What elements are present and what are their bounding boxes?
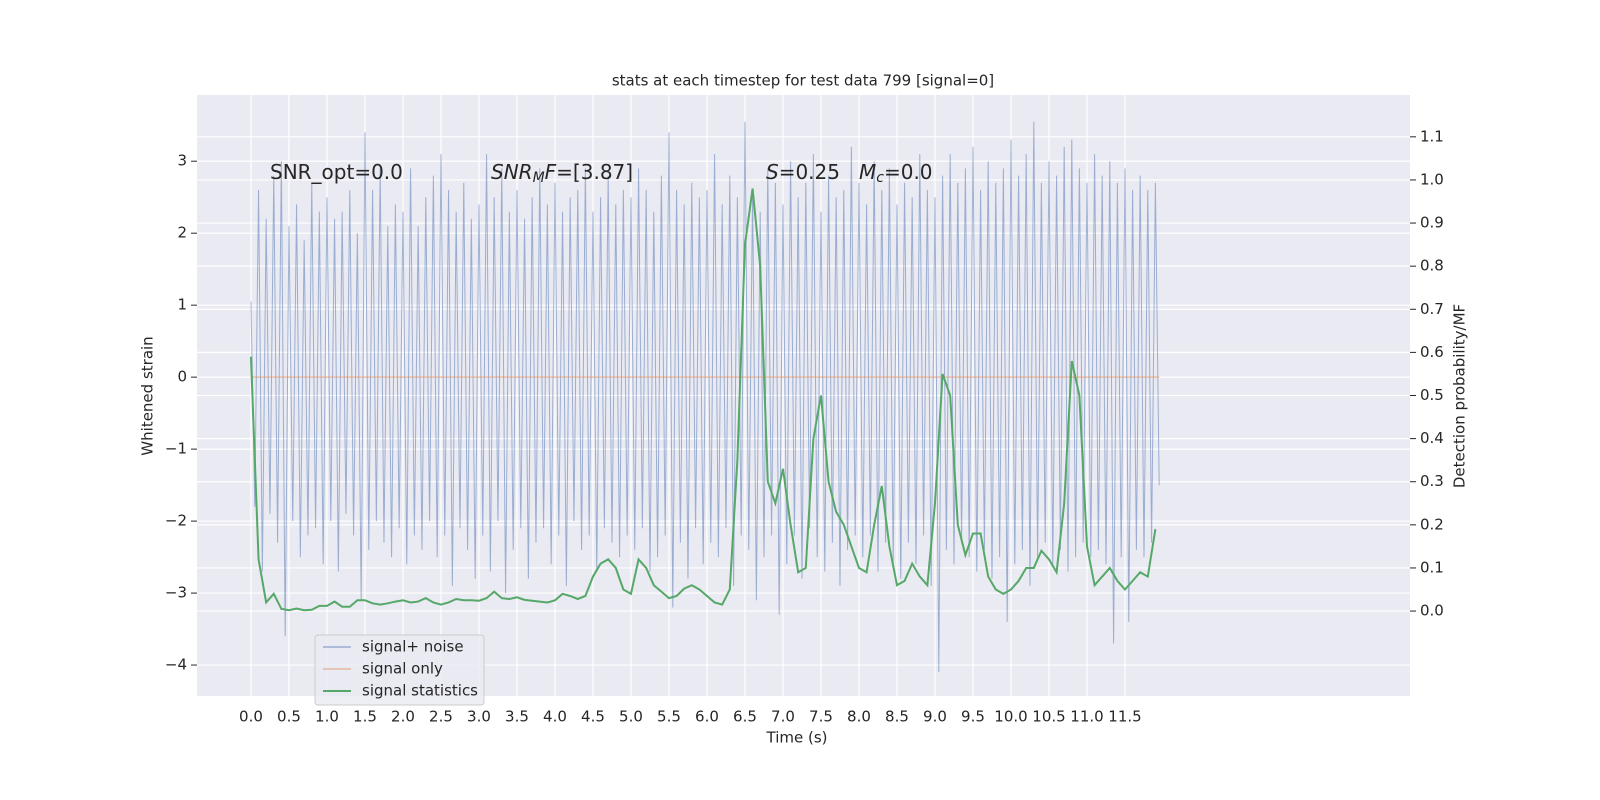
annotation-part: =[3.87] bbox=[556, 160, 633, 184]
y2-tick-label: 0.5 bbox=[1420, 386, 1444, 404]
legend-box bbox=[314, 634, 485, 706]
y2-tick-label: 0.8 bbox=[1420, 257, 1444, 275]
x-tick-label: 11.5 bbox=[1108, 708, 1141, 726]
y2-tick-label: 0.2 bbox=[1420, 515, 1444, 533]
x-tick-label: 3.5 bbox=[505, 708, 529, 726]
y2-tick-label: 1.1 bbox=[1420, 127, 1444, 145]
annotation-part: F bbox=[545, 160, 557, 184]
legend-label: signal statistics bbox=[362, 682, 478, 700]
y-tick-label: −1 bbox=[165, 440, 187, 458]
series-line bbox=[249, 188, 1157, 612]
annotation-part: S bbox=[766, 160, 779, 184]
y2-tick-label: 0.4 bbox=[1420, 429, 1444, 447]
x-tick-label: 2.0 bbox=[391, 708, 415, 726]
y2-tick-label: 0.6 bbox=[1420, 343, 1444, 361]
x-tick-label: 8.5 bbox=[885, 708, 909, 726]
y2-tick-label: 0.0 bbox=[1420, 602, 1444, 620]
y-tick-label: 2 bbox=[177, 224, 187, 242]
y2-tick-label: 1.0 bbox=[1420, 170, 1444, 188]
x-axis-label: Time (s) bbox=[766, 729, 828, 747]
x-tick-label: 8.0 bbox=[847, 708, 871, 726]
x-tick-label: 9.0 bbox=[923, 708, 947, 726]
x-tick-label: 5.0 bbox=[619, 708, 643, 726]
x-tick-label: 10.0 bbox=[994, 708, 1027, 726]
y2-tick-label: 0.7 bbox=[1420, 300, 1444, 318]
x-tick-label: 6.5 bbox=[733, 708, 757, 726]
annotation-part: M bbox=[533, 170, 545, 186]
y2-axis-label: Detection probability/MF bbox=[1451, 304, 1469, 488]
y-tick-label: −4 bbox=[165, 656, 187, 674]
y-tick-label: 0 bbox=[177, 368, 187, 386]
y-axis-label: Whitened strain bbox=[139, 336, 157, 455]
annotation: Mc=0.0 bbox=[859, 160, 933, 187]
x-tick-label: 5.5 bbox=[657, 708, 681, 726]
x-tick-label: 2.5 bbox=[429, 708, 453, 726]
y-tick-label: −2 bbox=[165, 512, 187, 530]
y2-tick-label: 0.3 bbox=[1420, 472, 1444, 490]
x-tick-label: 7.5 bbox=[809, 708, 833, 726]
x-tick-label: 10.5 bbox=[1032, 708, 1065, 726]
x-tick-label: 0.5 bbox=[277, 708, 301, 726]
annotation-part: SNR bbox=[491, 160, 533, 184]
x-tick-label: 0.0 bbox=[239, 708, 263, 726]
labels: 0.0 0.5 1.0 1.5 2.0 2.5 3.0 3.5 4.0 4.5 5.0 5.5 6.0 6… bbox=[165, 127, 1444, 725]
y2-tick-label: 0.1 bbox=[1420, 558, 1444, 576]
y-tick-label: 3 bbox=[177, 152, 187, 170]
chart-title: stats at each timestep for test data 799… bbox=[612, 72, 994, 90]
x-tick-label: 4.0 bbox=[543, 708, 567, 726]
x-tick-label: 11.0 bbox=[1070, 708, 1103, 726]
legend-label: signal only bbox=[362, 660, 443, 678]
y2-tick-label: 0.9 bbox=[1420, 214, 1444, 232]
y-tick-label: 1 bbox=[177, 296, 187, 314]
annotation: SNRMF=[3.87] bbox=[491, 160, 633, 187]
x-tick-label: 6.0 bbox=[695, 708, 719, 726]
annotation-part: =0.0 bbox=[884, 160, 933, 184]
marks bbox=[249, 121, 1160, 673]
x-tick-label: 7.0 bbox=[771, 708, 795, 726]
annotation-part: =0.25 bbox=[779, 160, 840, 184]
x-tick-label: 3.0 bbox=[467, 708, 491, 726]
annotation-part: c bbox=[876, 170, 884, 186]
x-tick-label: 1.0 bbox=[315, 708, 339, 726]
y-tick-label: −3 bbox=[165, 584, 187, 602]
annotation-part: M bbox=[859, 160, 876, 184]
annotation: SNR_opt=0.0 bbox=[270, 160, 403, 184]
x-tick-label: 4.5 bbox=[581, 708, 605, 726]
x-tick-label: 1.5 bbox=[353, 708, 377, 726]
annotation: S=0.25 bbox=[766, 160, 840, 184]
legend: signal+ noise signal only signal statistic… bbox=[314, 634, 485, 706]
legend-label: signal+ noise bbox=[362, 638, 464, 656]
x-tick-label: 9.5 bbox=[961, 708, 985, 726]
annotation-part: SNR_opt=0.0 bbox=[270, 160, 403, 184]
